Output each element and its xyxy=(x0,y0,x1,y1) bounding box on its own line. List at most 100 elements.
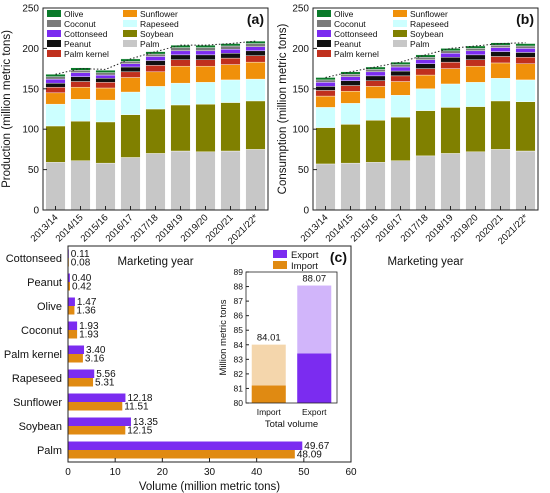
y-category-label: Soybean xyxy=(19,421,62,433)
bar-soybean xyxy=(120,114,141,158)
bar-coconut xyxy=(490,44,511,48)
legend-label: Soybean xyxy=(140,29,174,39)
legend-label: Olive xyxy=(334,9,354,19)
legend-label: Sunflower xyxy=(410,9,448,19)
bar-value-label: 0.11 xyxy=(71,249,90,260)
bar-rapeseed xyxy=(490,78,511,102)
bar-palm xyxy=(95,162,116,211)
bar-value-label: 48.09 xyxy=(297,450,322,461)
x-tick-label: Export xyxy=(302,407,327,417)
bar-cottonseed xyxy=(465,50,486,56)
legend-swatch xyxy=(393,30,407,37)
bar-soybean xyxy=(70,120,91,161)
legend-swatch xyxy=(273,261,287,269)
bar-export xyxy=(68,393,126,402)
bar-coconut xyxy=(415,57,436,60)
legend-label: Soybean xyxy=(410,29,444,39)
bar-palm xyxy=(515,150,536,211)
legend-label: Peanut xyxy=(64,39,92,49)
bar-sunflower xyxy=(120,77,141,93)
bar-peanut xyxy=(315,86,336,91)
y-tick-label: 100 xyxy=(22,125,39,136)
y-tick-label: 84 xyxy=(234,340,244,350)
bar-coconut xyxy=(440,50,461,54)
legend-label: Cottonseed xyxy=(334,29,378,39)
bar-coconut xyxy=(220,45,241,50)
bar-olive xyxy=(465,45,486,49)
bar-rapeseed xyxy=(220,79,241,103)
bar-palm-kernel xyxy=(340,85,361,92)
bar-peanut xyxy=(340,80,361,86)
bar-coconut xyxy=(170,47,191,52)
bar-export xyxy=(68,441,303,450)
legend-swatch xyxy=(317,40,331,47)
legend-swatch xyxy=(317,20,331,27)
bar-cottonseed xyxy=(315,82,336,87)
panel-b-consumption-chart: 0501001502002502013/142014/152015/162016… xyxy=(277,4,539,268)
legend-label: Palm xyxy=(410,39,429,49)
bar-cottonseed xyxy=(515,48,536,53)
bar-coconut xyxy=(245,43,266,47)
bar-soybean xyxy=(490,100,511,150)
bar-palm-kernel xyxy=(245,55,266,63)
bar-soybean xyxy=(145,108,166,154)
bar-peanut xyxy=(390,70,411,77)
y-tick-label: 0 xyxy=(303,206,309,217)
y-tick-label: 80 xyxy=(234,398,244,408)
x-tick-label: 0 xyxy=(65,467,71,478)
bar-palm-kernel xyxy=(515,57,536,64)
bar-sunflower xyxy=(415,74,436,90)
bar-palm xyxy=(415,155,436,211)
bar-value-label: 1.93 xyxy=(79,330,99,341)
bar-peanut xyxy=(365,75,386,81)
legend-swatch xyxy=(47,40,61,47)
bar-export xyxy=(68,417,131,426)
bar-palm-kernel xyxy=(365,80,386,87)
total-trend-line xyxy=(325,42,526,78)
y-tick-label: 200 xyxy=(292,44,309,55)
bar-peanut xyxy=(515,52,536,58)
panel-label: (c) xyxy=(330,249,347,265)
bar-palm-kernel xyxy=(490,56,511,64)
bar-peanut xyxy=(490,51,511,57)
bar-peanut xyxy=(70,76,91,82)
bar-soybean xyxy=(195,103,216,153)
x-axis-title: Total volume xyxy=(265,419,318,430)
bar-palm-kernel xyxy=(120,71,141,78)
legend-label: Cottonseed xyxy=(64,29,108,39)
inset-frame xyxy=(245,271,338,404)
y-tick-label: 82 xyxy=(234,369,244,379)
bar-cottonseed xyxy=(440,53,461,58)
bar-sunflower xyxy=(45,92,66,105)
y-category-label: Palm kernel xyxy=(4,349,62,361)
bar-soybean xyxy=(45,125,66,163)
y-tick-label: 250 xyxy=(292,4,309,15)
bar-value-label: 49.67 xyxy=(304,441,329,452)
bar-value-label: 0.08 xyxy=(71,258,91,269)
bar-cottonseed xyxy=(195,50,216,56)
bar-value-label: 5.56 xyxy=(96,369,116,380)
legend-swatch xyxy=(123,30,137,37)
bar-import xyxy=(68,306,75,315)
bar-peanut xyxy=(120,66,141,73)
bar-rapeseed xyxy=(45,103,66,127)
panel-c-inset-total-volume-chart: 84.01 Import 88.07 Export 80 81 82 83 84 85 86 87 88… xyxy=(218,267,338,430)
bar-peanut xyxy=(195,54,216,60)
y-tick-label: 87 xyxy=(234,296,244,306)
bar-cottonseed xyxy=(340,76,361,81)
y-tick-label: 50 xyxy=(28,165,40,176)
legend-swatch xyxy=(123,10,137,17)
bar-olive xyxy=(245,40,266,44)
bar-rapeseed xyxy=(315,107,336,128)
bar-coconut xyxy=(340,74,361,77)
bar-cottonseed xyxy=(170,50,191,56)
bar-cottonseed xyxy=(120,63,141,68)
panel-label: (a) xyxy=(247,11,264,27)
bar-palm xyxy=(315,163,336,211)
total-value-label: 84.01 xyxy=(257,333,281,344)
bar-palm-kernel xyxy=(440,61,461,69)
y-tick-label: 50 xyxy=(298,165,310,176)
x-tick-label: 20 xyxy=(157,467,169,478)
bar-export xyxy=(68,369,95,378)
